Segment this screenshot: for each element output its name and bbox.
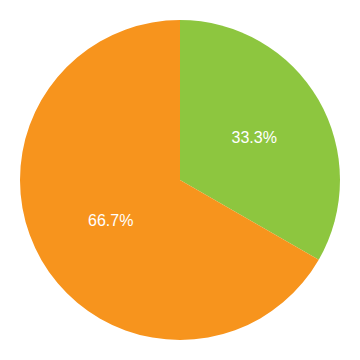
svg-text:33.3%: 33.3% (232, 129, 277, 146)
svg-text:66.7%: 66.7% (88, 212, 133, 229)
